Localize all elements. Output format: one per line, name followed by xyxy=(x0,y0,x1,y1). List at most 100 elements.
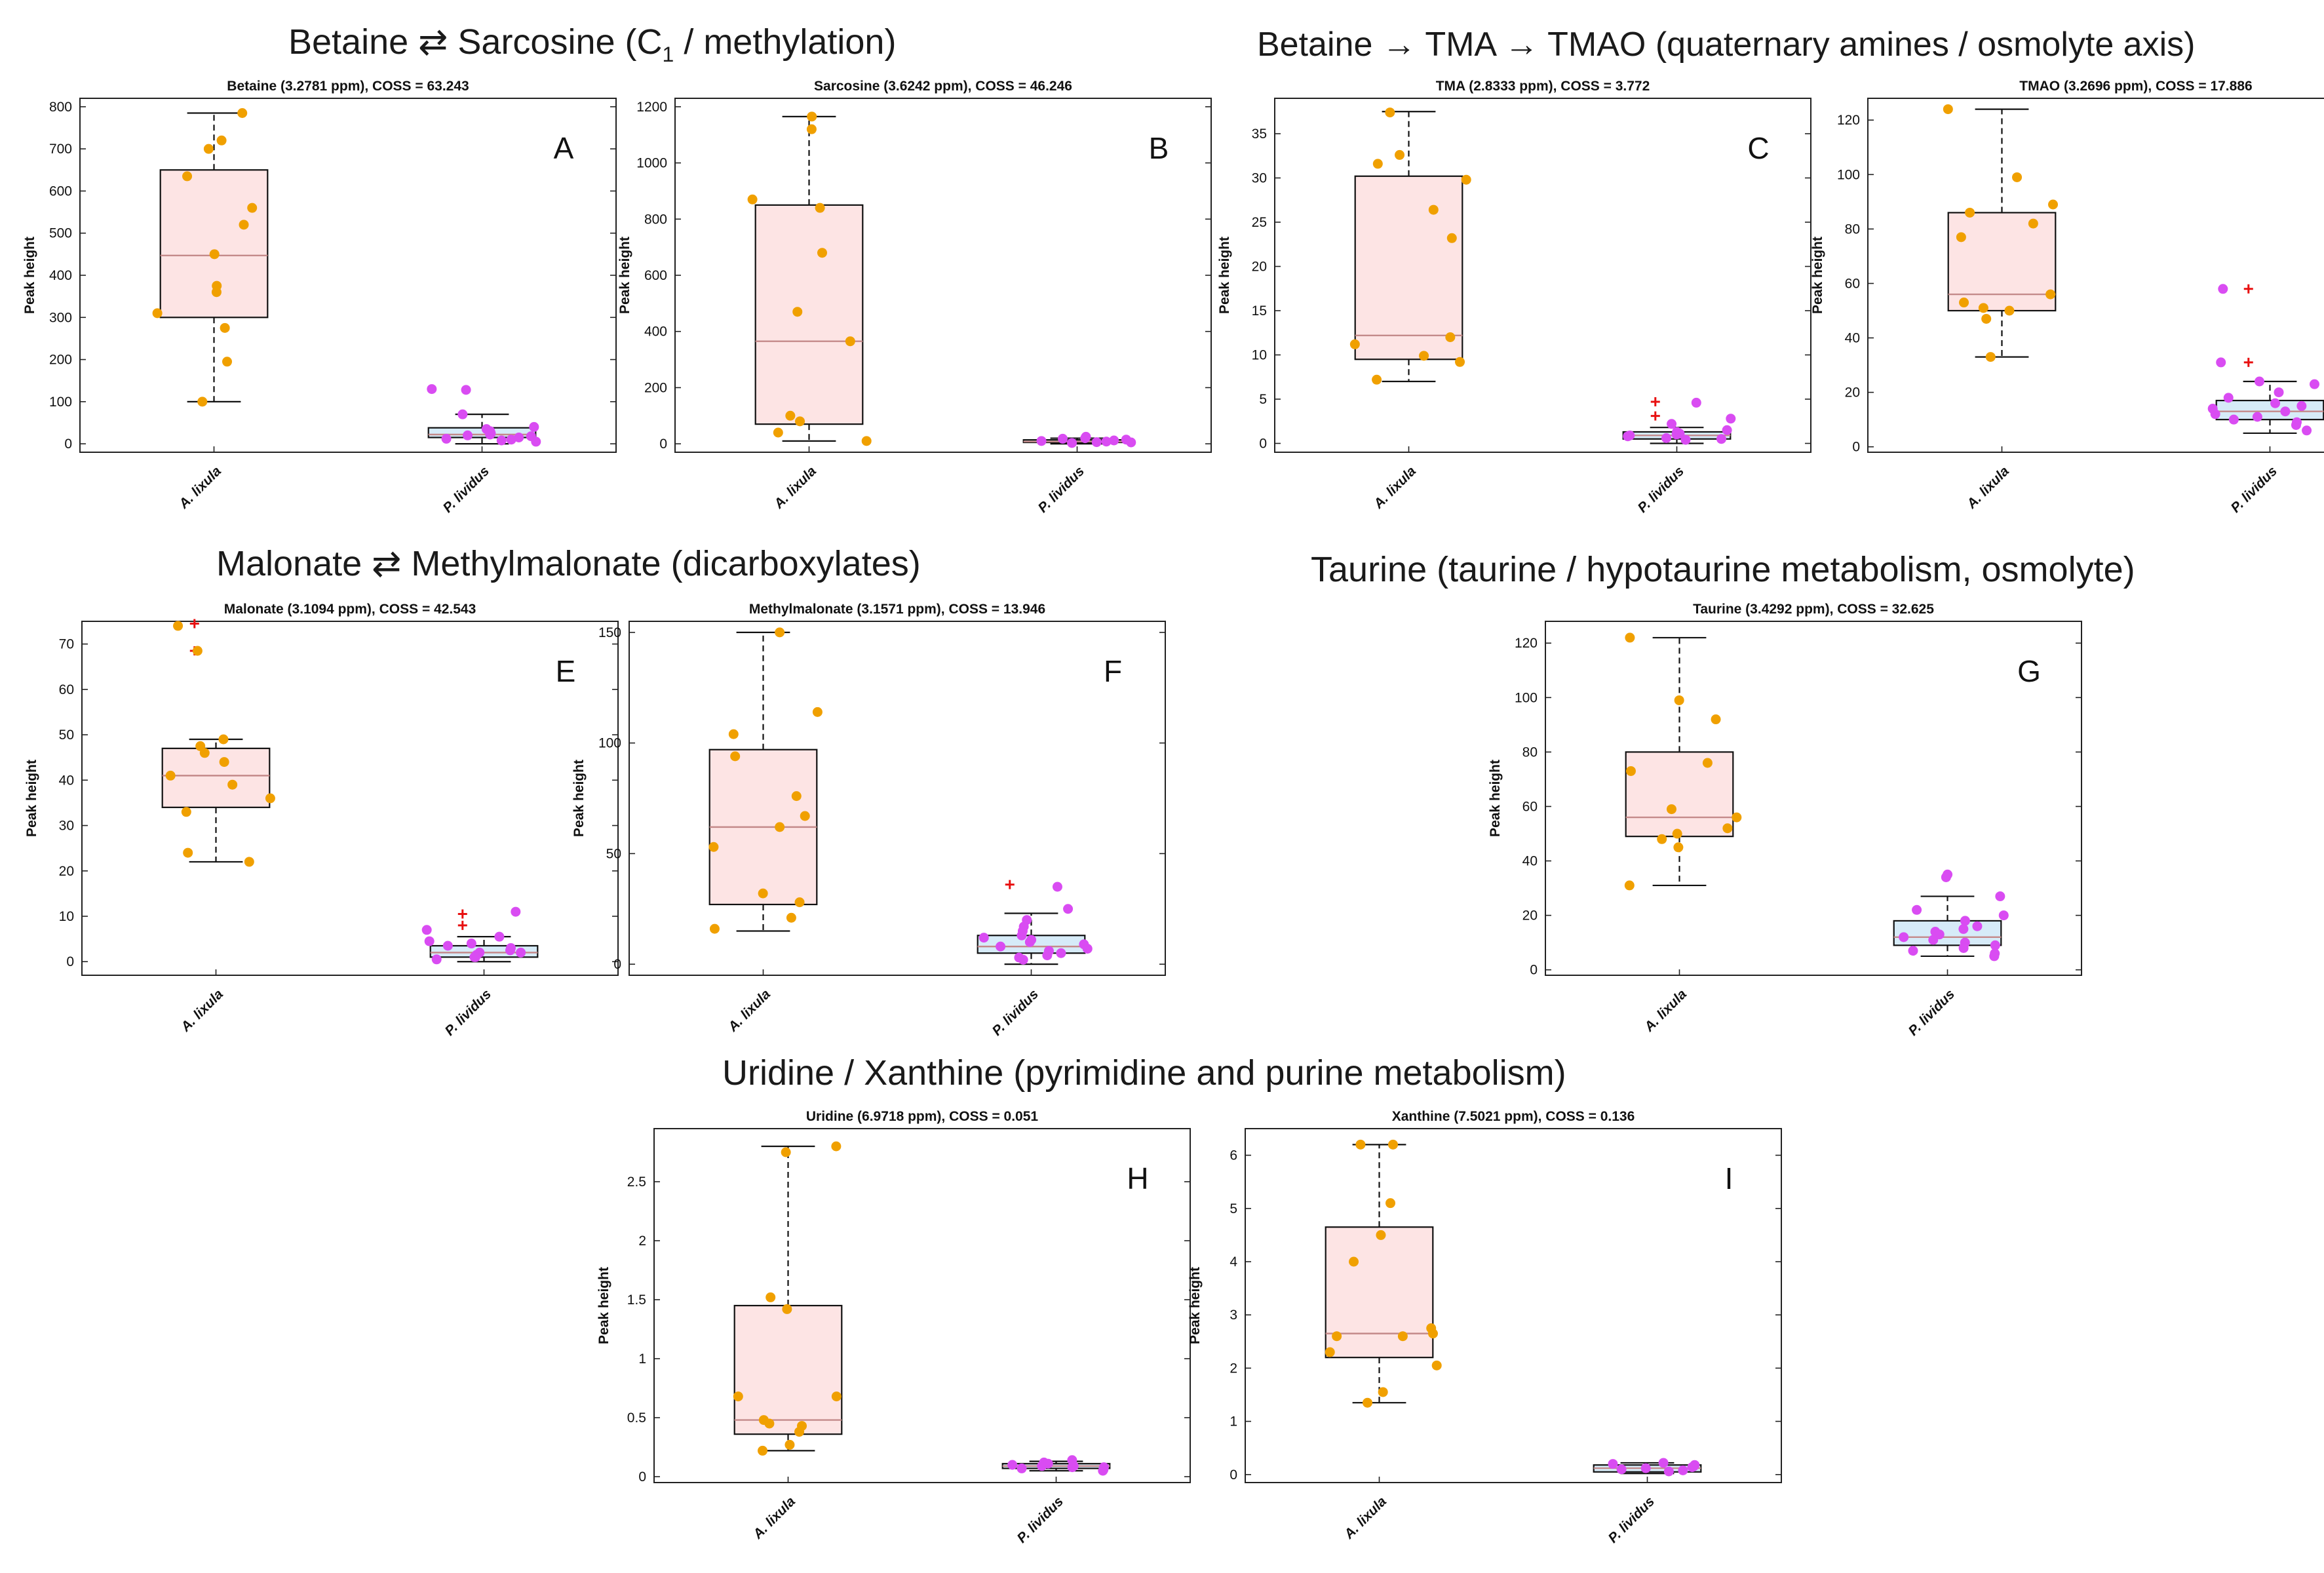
y-tick-label: 30 xyxy=(1252,171,1267,186)
data-point xyxy=(442,941,453,951)
outlier-marker xyxy=(1650,397,1660,407)
data-point xyxy=(1372,159,1383,169)
data-point xyxy=(2223,393,2234,403)
data-point xyxy=(511,906,521,917)
data-point xyxy=(1427,1329,1438,1339)
data-point xyxy=(1702,758,1713,768)
chart-panel-d: TMAO (3.2696 ppm), COSS = 17.886DPeak he… xyxy=(1810,79,2324,516)
data-point xyxy=(211,287,222,298)
data-point xyxy=(1388,1139,1399,1150)
data-point xyxy=(775,822,785,832)
y-tick-label: 60 xyxy=(59,682,74,697)
data-point xyxy=(1726,414,1736,424)
x-category-label: P. lividus xyxy=(442,986,494,1039)
y-tick-label: 0 xyxy=(1259,437,1267,452)
data-point xyxy=(1355,1139,1366,1150)
y-tick-label: 20 xyxy=(1522,908,1538,923)
data-point xyxy=(1716,434,1726,444)
x-category-label: P. lividus xyxy=(989,986,1041,1039)
data-point xyxy=(1395,149,1405,160)
chart-title: Uridine (6.9718 ppm), COSS = 0.051 xyxy=(806,1109,1039,1124)
data-point xyxy=(1687,1462,1697,1472)
section-title-subscript: 1 xyxy=(662,42,674,66)
y-tick-label: 800 xyxy=(49,100,72,115)
data-point xyxy=(1908,946,1918,956)
data-point xyxy=(845,336,855,347)
data-point xyxy=(239,220,249,230)
data-point xyxy=(1082,944,1093,954)
data-point xyxy=(807,111,817,122)
data-point xyxy=(1024,937,1035,947)
data-point xyxy=(1732,812,1742,823)
y-tick-label: 0 xyxy=(66,954,74,969)
data-point xyxy=(758,888,768,899)
y-tick-label: 0 xyxy=(1230,1467,1237,1483)
data-point xyxy=(1372,374,1382,385)
data-point xyxy=(244,857,254,867)
y-axis-label: Peak height xyxy=(1188,1267,1203,1344)
data-point xyxy=(216,135,227,146)
data-point xyxy=(199,748,210,758)
data-point xyxy=(1385,1198,1396,1209)
data-point xyxy=(529,421,539,432)
data-point xyxy=(2218,284,2228,294)
data-point xyxy=(1063,904,1074,914)
data-point xyxy=(227,779,238,790)
data-point xyxy=(1007,1460,1018,1470)
data-point xyxy=(173,621,184,631)
data-point xyxy=(1658,1458,1669,1468)
chart-panel-c: TMA (2.8333 ppm), COSS = 3.772 C Peak heig… xyxy=(1217,79,1811,516)
data-point xyxy=(1446,233,1457,243)
chart-panel-i: Xanthine (7.5021 ppm), COSS = 0.136 I Peak… xyxy=(1188,1109,1782,1546)
data-point xyxy=(1036,436,1047,446)
data-point xyxy=(1098,1466,1108,1476)
data-point xyxy=(1680,435,1691,445)
x-category-label: A. lixula xyxy=(750,1494,798,1542)
data-point xyxy=(1349,339,1360,349)
data-point xyxy=(1385,107,1395,118)
panel-label: I xyxy=(1725,1161,1733,1195)
box-iqr xyxy=(161,747,271,808)
data-point xyxy=(222,357,232,367)
data-point xyxy=(1428,204,1439,215)
data-point xyxy=(1091,437,1102,448)
data-point xyxy=(1958,923,1969,934)
data-point xyxy=(1722,823,1733,834)
data-point xyxy=(1928,935,1939,945)
data-point xyxy=(494,931,505,942)
y-tick-label: 5 xyxy=(1259,392,1267,407)
data-point xyxy=(192,646,203,656)
axes-frame xyxy=(1245,1128,1782,1483)
chart-panel-g: Taurine (3.4292 ppm), COSS = 32.625 G Peak… xyxy=(1488,602,2082,1039)
y-tick-label: 40 xyxy=(1845,331,1860,346)
panel-label: H xyxy=(1127,1161,1148,1195)
data-point xyxy=(764,1418,775,1429)
data-point xyxy=(1017,930,1027,941)
x-category-label: P. lividus xyxy=(440,463,492,516)
data-point xyxy=(1445,332,1456,342)
outlier-marker xyxy=(2243,284,2253,294)
chart-title: TMA (2.8333 ppm), COSS = 3.772 xyxy=(1436,79,1650,94)
y-axis-label: Peak height xyxy=(1810,237,1825,314)
y-tick-label: 3 xyxy=(1230,1308,1237,1323)
data-point xyxy=(1678,1465,1688,1475)
x-category-label: A. lixula xyxy=(176,463,224,512)
y-tick-label: 1000 xyxy=(636,156,667,171)
outlier-marker xyxy=(189,619,199,629)
data-point xyxy=(1624,880,1635,891)
data-point xyxy=(1376,1230,1386,1240)
y-tick-label: 40 xyxy=(59,773,74,788)
data-point xyxy=(1667,419,1677,429)
data-point xyxy=(2045,289,2056,300)
data-point xyxy=(758,1445,768,1456)
y-tick-label: 2.5 xyxy=(627,1175,646,1190)
data-point xyxy=(514,433,524,442)
data-point xyxy=(2302,425,2312,436)
data-point xyxy=(1981,313,1992,324)
y-tick-label: 100 xyxy=(1837,167,1860,182)
axes-frame xyxy=(653,1128,1191,1483)
data-point xyxy=(1017,1463,1027,1473)
data-point xyxy=(709,923,720,934)
chart-panel-a: Betaine (3.2781 ppm), COSS = 63.243 A Peak… xyxy=(22,79,617,516)
y-tick-label: 5 xyxy=(1230,1201,1237,1216)
